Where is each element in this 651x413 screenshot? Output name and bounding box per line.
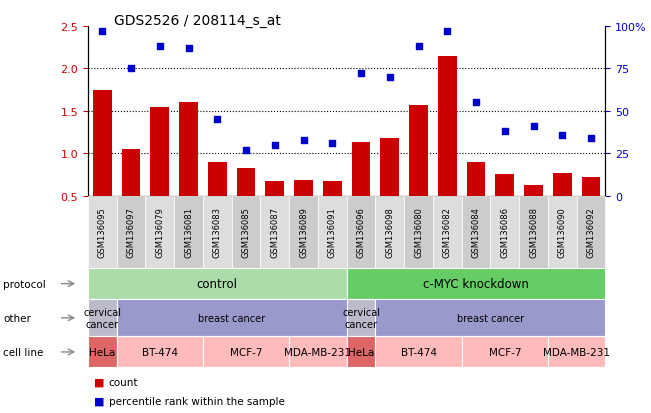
Text: BT-474: BT-474 [400, 347, 437, 357]
Text: ■: ■ [94, 396, 105, 406]
Bar [237, 168, 255, 196]
Text: protocol: protocol [3, 279, 46, 289]
Point [413, 44, 424, 50]
Bar [294, 181, 313, 196]
Bar [524, 186, 543, 196]
Bar [323, 182, 342, 196]
Bar [495, 175, 514, 196]
Text: GSM136084: GSM136084 [471, 207, 480, 258]
Text: GSM136091: GSM136091 [328, 207, 337, 258]
Point [97, 28, 107, 35]
Point [385, 74, 395, 81]
Bar [352, 143, 370, 196]
Text: GSM136088: GSM136088 [529, 207, 538, 258]
Text: cervical
cancer: cervical cancer [342, 307, 380, 329]
Bar [409, 106, 428, 196]
Text: GSM136096: GSM136096 [357, 207, 365, 258]
Bar [179, 103, 198, 196]
Text: control: control [197, 278, 238, 290]
Text: ■: ■ [94, 377, 105, 387]
Point [529, 123, 539, 130]
Text: percentile rank within the sample: percentile rank within the sample [109, 396, 284, 406]
Bar [93, 90, 111, 196]
Bar [208, 162, 227, 196]
Text: HeLa: HeLa [348, 347, 374, 357]
Text: GSM136087: GSM136087 [270, 207, 279, 258]
Point [471, 100, 481, 106]
Bar [582, 178, 600, 196]
Text: GSM136097: GSM136097 [126, 207, 135, 258]
Text: c-MYC knockdown: c-MYC knockdown [423, 278, 529, 290]
Text: breast cancer: breast cancer [457, 313, 524, 323]
Point [154, 44, 165, 50]
Text: breast cancer: breast cancer [198, 313, 265, 323]
Text: GSM136082: GSM136082 [443, 207, 452, 258]
Text: GSM136089: GSM136089 [299, 207, 308, 258]
Point [356, 71, 367, 78]
Bar [266, 182, 284, 196]
Bar [467, 162, 486, 196]
Text: GSM136086: GSM136086 [501, 207, 509, 258]
Text: cell line: cell line [3, 347, 44, 357]
Bar [553, 173, 572, 196]
Text: HeLa: HeLa [89, 347, 115, 357]
Text: MDA-MB-231: MDA-MB-231 [284, 347, 352, 357]
Text: MDA-MB-231: MDA-MB-231 [543, 347, 610, 357]
Point [298, 137, 309, 144]
Text: GSM136090: GSM136090 [558, 207, 567, 258]
Text: MCF-7: MCF-7 [488, 347, 521, 357]
Point [184, 45, 194, 52]
Text: other: other [3, 313, 31, 323]
Text: BT-474: BT-474 [142, 347, 178, 357]
Text: GSM136092: GSM136092 [587, 207, 596, 258]
Text: GSM136095: GSM136095 [98, 207, 107, 258]
Point [586, 135, 596, 142]
Text: GSM136081: GSM136081 [184, 207, 193, 258]
Bar [438, 57, 456, 196]
Text: GSM136079: GSM136079 [156, 207, 164, 258]
Point [499, 128, 510, 135]
Text: GSM136098: GSM136098 [385, 207, 395, 258]
Point [126, 66, 136, 73]
Point [557, 132, 568, 138]
Text: MCF-7: MCF-7 [230, 347, 262, 357]
Bar [380, 139, 399, 196]
Text: GSM136085: GSM136085 [242, 207, 251, 258]
Bar [122, 150, 141, 196]
Point [327, 140, 337, 147]
Text: GSM136080: GSM136080 [414, 207, 423, 258]
Text: GDS2526 / 208114_s_at: GDS2526 / 208114_s_at [114, 14, 281, 28]
Point [442, 28, 452, 35]
Text: count: count [109, 377, 138, 387]
Text: GSM136083: GSM136083 [213, 207, 222, 258]
Point [270, 142, 280, 149]
Point [212, 116, 223, 123]
Point [241, 147, 251, 154]
Text: cervical
cancer: cervical cancer [83, 307, 121, 329]
Bar [150, 107, 169, 196]
